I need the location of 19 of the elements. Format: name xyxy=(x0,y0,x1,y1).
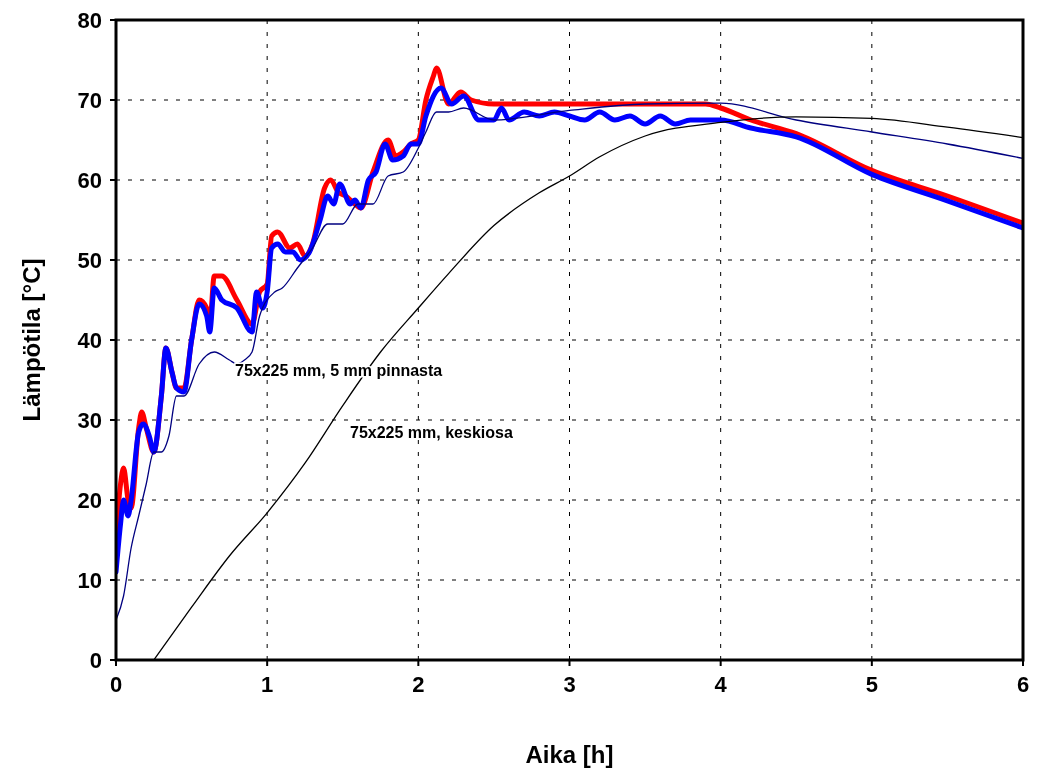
y-tick-label: 10 xyxy=(77,568,102,593)
y-tick-label: 0 xyxy=(89,648,102,673)
y-tick-label: 80 xyxy=(77,8,102,33)
y-tick-label: 20 xyxy=(77,488,102,513)
y-tick-label: 70 xyxy=(77,88,102,113)
y-tick-label: 30 xyxy=(77,408,102,433)
y-tick-label: 40 xyxy=(77,328,102,353)
x-tick-label: 0 xyxy=(109,672,123,697)
x-tick-label: 1 xyxy=(261,672,274,697)
x-axis-title: Aika [h] xyxy=(525,741,614,768)
x-tick-label: 6 xyxy=(1016,672,1030,697)
y-tick-label: 50 xyxy=(77,248,102,273)
x-tick-label: 3 xyxy=(563,672,576,697)
x-tick-label: 2 xyxy=(412,672,425,697)
x-tick-label: 4 xyxy=(714,672,728,697)
y-axis-title: Lämpötila [°C] xyxy=(18,258,45,422)
x-tick-label: 5 xyxy=(865,672,878,697)
y-tick-label: 60 xyxy=(77,168,102,193)
annotation: 75x225 mm, keskiosa xyxy=(350,424,513,441)
